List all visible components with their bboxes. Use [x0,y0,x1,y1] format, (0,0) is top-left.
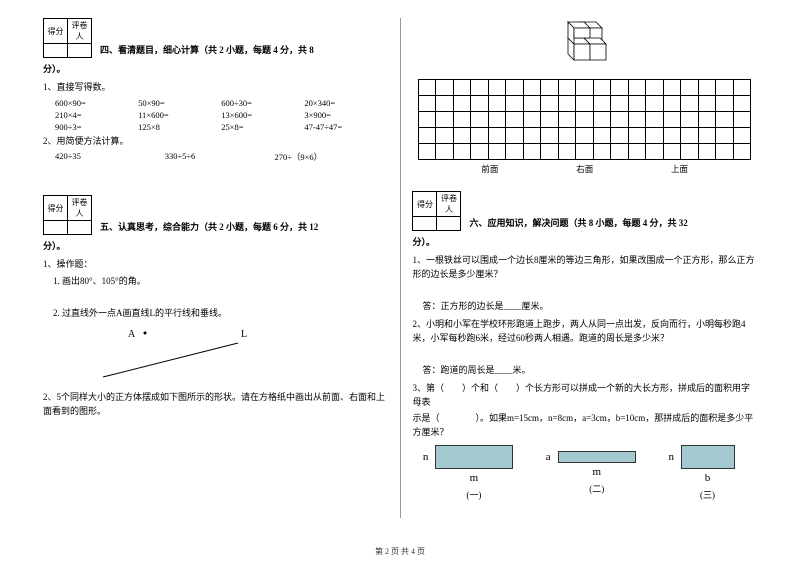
calc-row-1: 600×90=50×90=600÷30=20×340= [55,98,388,108]
score-blank [413,217,437,231]
score-label: 得分 [413,192,437,217]
point-a-label: A [128,329,136,340]
calc-cell: 50×90= [138,98,221,108]
page-footer: 第 2 页 共 4 页 [0,546,800,557]
q5-1: 1、操作题： [43,258,388,272]
calc-cell: 3×900= [304,110,387,120]
rect-1-num: (一) [435,488,513,501]
rect-2-num: (二) [558,482,636,495]
section-5-title-end: 分）。 [43,239,388,252]
rect-2: a m (二) [558,451,636,495]
line-l [103,343,238,377]
section-6-title-end: 分）。 [412,235,757,248]
section-6-title: 六、应用知识，解决问题（共 8 小题，每题 4 分，共 32 [469,216,687,231]
left-column: 得分评卷人 四、看清题目，细心计算（共 2 小题，每题 4 分，共 8 分）。 … [35,18,396,528]
a6-1: 答：正方形的边长是____厘米。 [422,299,757,312]
calc2-row: 420÷35330÷5÷6270÷（9×6） [55,151,388,163]
calc-cell: 13×600= [221,110,304,120]
rect-1-bottom: m [435,472,513,484]
grader-blank [68,221,92,235]
column-divider [400,18,401,518]
calc-row-3: 900÷3=125×825×8=47-47÷47= [55,122,388,132]
calc-cell: 600×90= [55,98,138,108]
q6-3b: 示是（ ）。如果m=15cm，n=8cm，a=3cm，b=10cm，那拼成后的面… [412,412,757,439]
rect-1: n m (一) [435,445,513,501]
line-diagram: A L [73,325,273,380]
rect-3: n b (三) [681,445,735,501]
rect-3-shape [681,445,735,469]
calc-cell: 25×8= [221,122,304,132]
calc-cell: 20×340= [304,98,387,108]
line-l-label: L [241,329,247,340]
rect-2-bottom: m [558,466,636,478]
q6-3a: 3、第（ ）个和（ ）个长方形可以拼成一个新的大长方形，拼成后的面积用字母表 [412,382,757,409]
rect-2-shape [558,451,636,463]
calc-row-2: 210×4=11×600=13×600=3×900= [55,110,388,120]
grid-labels: 前面 右面 上面 [412,163,757,175]
calc-cell: 210×4= [55,110,138,120]
calc-cell: 330÷5÷6 [165,151,275,163]
rect-3-num: (三) [681,488,735,501]
section-6-header: 得分评卷人 六、应用知识，解决问题（共 8 小题，每题 4 分，共 32 [412,191,757,231]
label-top: 上面 [671,163,688,175]
score-blank [44,221,68,235]
q6-1: 1、一根铁丝可以围成一个边长8厘米的等边三角形，如果改围成一个正方形，那么正方形… [412,254,757,281]
calc-cell: 900÷3= [55,122,138,132]
calc-cell: 11×600= [138,110,221,120]
rect-1-left: n [423,451,429,463]
grader-blank [437,217,461,231]
section-4-title: 四、看清题目，细心计算（共 2 小题，每题 4 分，共 8 [100,43,314,58]
rect-3-bottom: b [681,472,735,484]
calc-cell: 125×8 [138,122,221,132]
section-4-title-end: 分）。 [43,62,388,75]
q6-2: 2、小明和小军在学校环形跑道上跑步，两人从同一点出发，反向而行，小明每秒跑4米，… [412,318,757,345]
rectangles-group: n m (一) a m (二) n b (三) [412,445,757,501]
right-column: 前面 右面 上面 得分评卷人 六、应用知识，解决问题（共 8 小题，每题 4 分… [404,18,765,528]
cubes-diagram [540,18,630,73]
q4-1: 1、直接写得数。 [43,81,388,95]
grader-label: 评卷人 [68,19,92,44]
score-label: 得分 [44,196,68,221]
score-blank [44,44,68,58]
calc-cell: 47-47÷47= [304,122,387,132]
score-table-5: 得分评卷人 [43,195,92,235]
calc-cell: 420÷35 [55,151,165,163]
section-5-title: 五、认真思考，综合能力（共 2 小题，每题 6 分，共 12 [100,220,318,235]
grader-label: 评卷人 [68,196,92,221]
grader-blank [68,44,92,58]
answer-grid [418,79,752,160]
q5-1b: 2. 过直线外一点A画直线L的平行线和垂线。 [53,306,388,319]
q4-2: 2、用简便方法计算。 [43,135,388,149]
q5-1a: 1. 画出80°、105°的角。 [53,275,388,289]
a6-2: 答：跑道的周长是____米。 [422,363,757,376]
rect-2-left: a [546,451,551,463]
grader-label: 评卷人 [437,192,461,217]
label-front: 前面 [481,163,498,175]
label-right: 右面 [576,163,593,175]
score-label: 得分 [44,19,68,44]
calc-cell: 270÷（9×6） [274,151,384,163]
section-5-header: 得分评卷人 五、认真思考，综合能力（共 2 小题，每题 6 分，共 12 [43,195,388,235]
score-table-4: 得分评卷人 [43,18,92,58]
rect-3-left: n [669,451,675,463]
q5-2: 2、5个同样大小的正方体摆成如下图所示的形状。请在方格纸中画出从前面、右面和上面… [43,391,388,418]
calc-cell: 600÷30= [221,98,304,108]
section-4-header: 得分评卷人 四、看清题目，细心计算（共 2 小题，每题 4 分，共 8 [43,18,388,58]
score-table-6: 得分评卷人 [412,191,461,231]
point-a [144,332,147,335]
rect-1-shape [435,445,513,469]
page-container: 得分评卷人 四、看清题目，细心计算（共 2 小题，每题 4 分，共 8 分）。 … [35,18,765,528]
